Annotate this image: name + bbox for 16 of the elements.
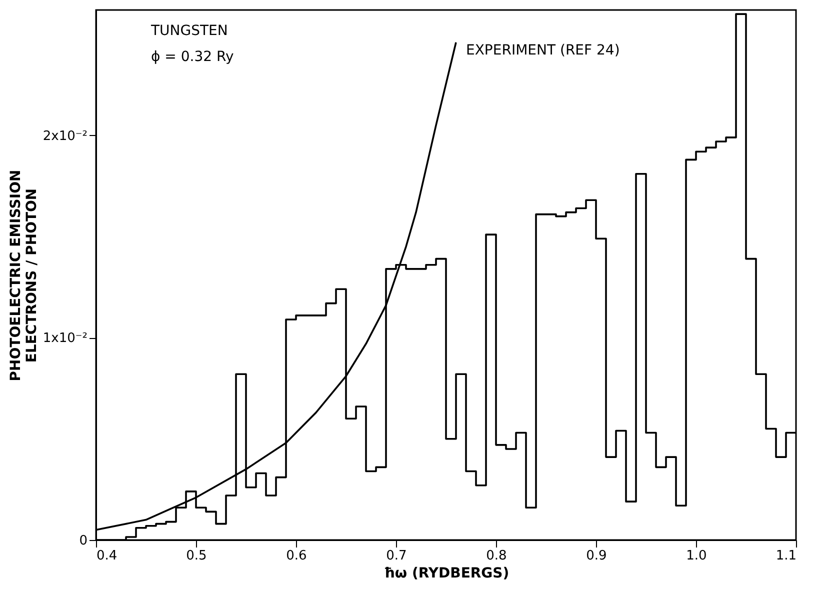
x-tick-label: 0.9 [586,548,607,564]
x-tick-label: 0.5 [186,548,207,564]
x-tick-label: 1.0 [686,548,707,564]
y-tick-label: 2x10⁻² [42,128,88,144]
series-label: EXPERIMENT (REF 24) [466,42,620,58]
y-tick-label: 1x10⁻² [42,331,88,346]
y-axis-title: PHOTOELECTRIC EMISSION ELECTRONS / PHOTON [8,170,40,382]
x-axis-title: ħω (RYDBERGS) [384,566,510,582]
x-tick-label: 0.6 [286,548,307,564]
x-tick-label: 0.8 [486,548,507,564]
x-tick-label: 0.7 [386,548,407,564]
x-tick-label: 1.1 [776,548,796,564]
x-tick-label: 0.4 [96,548,118,564]
annotation: ϕ = 0.32 Ry [151,49,234,65]
y-tick-label: 0 [79,534,88,548]
annotation: TUNGSTEN [150,23,228,39]
